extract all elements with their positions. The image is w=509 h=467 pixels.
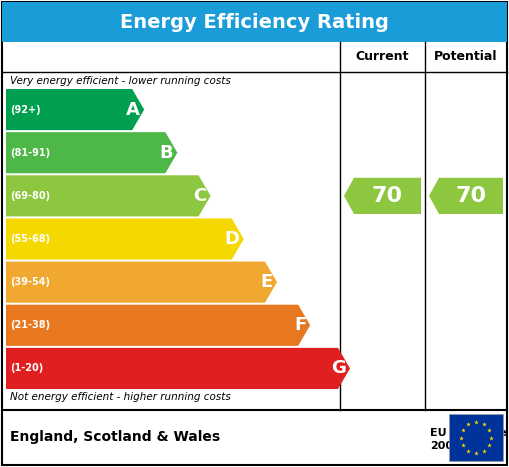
Text: Not energy efficient - higher running costs: Not energy efficient - higher running co… [10,392,231,402]
Text: (39-54): (39-54) [10,277,50,287]
Text: Energy Efficiency Rating: Energy Efficiency Rating [120,13,389,31]
Polygon shape [6,132,177,173]
Text: G: G [331,360,346,377]
Text: (69-80): (69-80) [10,191,50,201]
Polygon shape [6,219,244,260]
Polygon shape [6,262,277,303]
Text: England, Scotland & Wales: England, Scotland & Wales [10,431,220,445]
Text: D: D [225,230,240,248]
Polygon shape [6,175,211,216]
Text: F: F [294,316,306,334]
Polygon shape [6,348,350,389]
Text: (81-91): (81-91) [10,148,50,158]
Text: E: E [261,273,273,291]
Text: EU Directive: EU Directive [430,427,507,438]
Polygon shape [6,304,310,346]
Polygon shape [344,178,421,214]
Text: C: C [193,187,207,205]
Polygon shape [429,178,503,214]
Text: (92+): (92+) [10,105,41,114]
Bar [449,414,503,461]
Polygon shape [6,89,144,130]
Text: 70: 70 [456,186,487,206]
Text: (1-20): (1-20) [10,363,43,374]
Text: Potential: Potential [434,50,498,64]
Text: (55-68): (55-68) [10,234,50,244]
Text: 2002/91/EC: 2002/91/EC [430,440,500,451]
Text: B: B [160,144,174,162]
Text: A: A [126,100,140,119]
Text: Very energy efficient - lower running costs: Very energy efficient - lower running co… [10,76,231,86]
Text: 70: 70 [372,186,403,206]
Text: Current: Current [356,50,409,64]
Bar [2,2,507,42]
Text: (21-38): (21-38) [10,320,50,330]
